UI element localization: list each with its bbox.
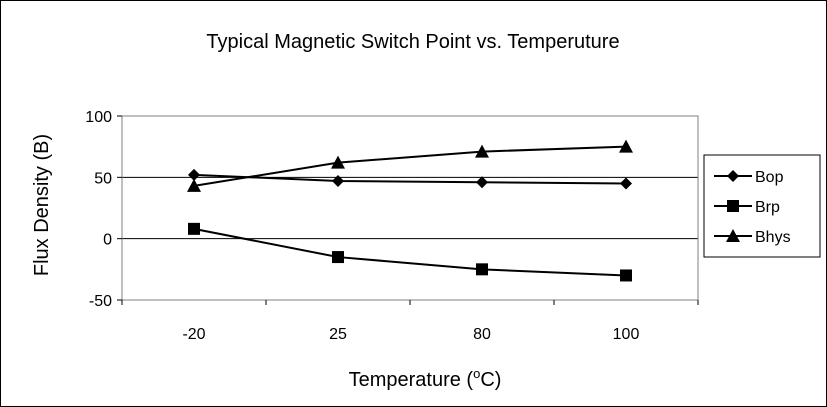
data-point-brp: [332, 251, 344, 264]
data-point-brp: [476, 263, 488, 276]
legend-label-brp: Brp: [755, 199, 780, 216]
series-line-brp: [193, 227, 627, 277]
x-tick-label: -20: [182, 326, 205, 343]
data-point-bop: [332, 175, 344, 188]
x-tick-label: 100: [613, 326, 640, 343]
x-tick-label: 25: [329, 326, 347, 343]
plot-area: [121, 115, 699, 301]
x-tick-label: 80: [473, 326, 491, 343]
x-axis-label: Temperature (oC): [349, 366, 502, 391]
legend-marker-bop: [727, 170, 739, 182]
data-point-brp: [188, 222, 200, 235]
series-line-bhys: [193, 145, 627, 187]
y-tick-label: 0: [103, 232, 112, 249]
y-tick-label: -50: [89, 293, 112, 310]
series-line-bop: [193, 173, 627, 185]
legend-marker-bhys: [726, 229, 740, 242]
data-point-bhys: [475, 144, 489, 158]
data-point-bhys: [331, 155, 345, 169]
data-point-bop: [188, 168, 200, 181]
data-point-bop: [620, 177, 632, 190]
chart-title: Typical Magnetic Switch Point vs. Temper…: [206, 31, 619, 53]
y-tick-label: 100: [85, 109, 112, 126]
data-point-bop: [476, 176, 488, 189]
y-tick-label: 50: [94, 170, 112, 187]
data-point-brp: [620, 269, 632, 282]
legend-marker-brp: [727, 200, 739, 212]
legend-label-bhys: Bhys: [755, 229, 791, 246]
data-point-bhys: [187, 178, 201, 192]
y-axis-label: Flux Density (B): [31, 134, 53, 276]
legend-label-bop: Bop: [755, 169, 784, 186]
data-point-bhys: [619, 139, 633, 153]
